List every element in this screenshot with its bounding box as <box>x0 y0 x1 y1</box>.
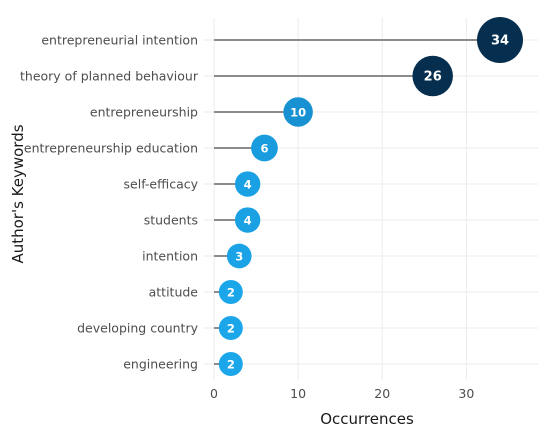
lollipop-bubble <box>218 280 243 304</box>
value-label: 4 <box>244 214 252 228</box>
lollipop-bubble <box>412 55 453 97</box>
y-tick-label: theory of planned behaviour <box>20 69 199 84</box>
x-tick-label: 10 <box>290 386 306 401</box>
lollipop-bubble <box>477 17 523 63</box>
y-tick-label: entrepreneurship <box>90 105 198 120</box>
stem-layer <box>214 39 500 365</box>
value-label: 26 <box>424 70 442 85</box>
value-label: 2 <box>227 322 235 336</box>
bubble-layer: 34 26 10 6 4 4 3 2 2 2 <box>218 17 523 376</box>
tick-layer: 0 10 20 30 entrepreneurial intention theory o… <box>20 33 474 402</box>
value-label: 10 <box>290 106 306 120</box>
lollipop-bubble <box>218 316 243 340</box>
y-tick-label: engineering <box>123 357 198 372</box>
lollipop-bubble <box>283 97 313 127</box>
y-tick-label: entrepreneurship education <box>24 141 198 156</box>
lollipop-bubble <box>234 207 261 233</box>
value-label: 3 <box>235 250 243 264</box>
y-tick-label: intention <box>142 249 198 264</box>
y-tick-label: self-efficacy <box>124 177 199 192</box>
y-tick-label: entrepreneurial intention <box>41 33 198 48</box>
value-label: 2 <box>227 358 235 372</box>
lollipop-bubble <box>234 171 261 197</box>
value-label: 2 <box>227 286 235 300</box>
y-axis-title: Author's Keywords <box>9 124 27 263</box>
y-tick-label: students <box>144 213 198 228</box>
y-tick-label: developing country <box>77 321 198 336</box>
x-tick-label: 30 <box>458 386 474 401</box>
x-tick-label: 0 <box>210 386 218 401</box>
grid-layer <box>204 18 538 380</box>
value-label: 4 <box>244 178 252 192</box>
lollipop-bubble <box>218 352 243 376</box>
x-axis-title: Occurrences <box>320 410 414 428</box>
lollipop-bubble <box>226 243 252 269</box>
x-tick-label: 20 <box>374 386 390 401</box>
value-label: 34 <box>491 34 509 49</box>
lollipop-bubble <box>251 134 278 162</box>
value-label: 6 <box>260 142 268 156</box>
y-tick-label: attitude <box>149 285 199 300</box>
